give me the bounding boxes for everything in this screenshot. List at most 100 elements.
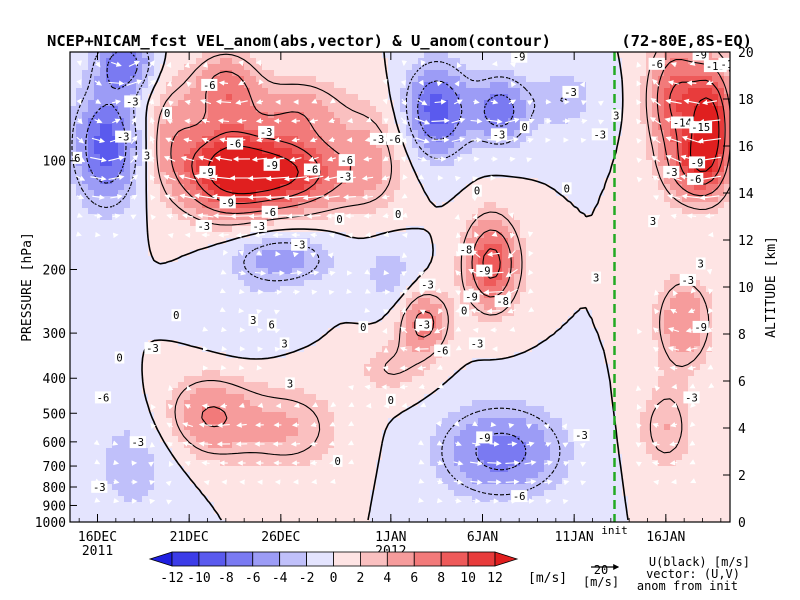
heat-cell [166, 244, 173, 251]
heat-cell [376, 274, 383, 281]
heat-cell [670, 190, 677, 197]
heat-cell [628, 52, 635, 59]
heat-cell [718, 124, 725, 131]
heat-cell [94, 106, 101, 113]
heat-cell [352, 268, 359, 275]
heat-cell [238, 262, 245, 269]
heat-cell [538, 178, 545, 185]
heat-cell [442, 238, 449, 245]
heat-cell [130, 304, 137, 311]
heat-cell [544, 262, 551, 269]
heat-cell [616, 202, 623, 209]
heat-cell [550, 118, 557, 125]
heat-cell [634, 262, 641, 269]
heat-cell [394, 286, 401, 293]
heat-cell [328, 322, 335, 329]
heat-cell [646, 262, 653, 269]
heat-cell [346, 82, 353, 89]
heat-cell [274, 316, 281, 323]
heat-cell [352, 52, 359, 59]
heat-cell [100, 310, 107, 317]
heat-cell [634, 256, 641, 263]
heat-cell [340, 70, 347, 77]
heat-cell [442, 148, 449, 155]
heat-cell [220, 214, 227, 221]
heat-cell [322, 82, 329, 89]
heat-cell [220, 124, 227, 131]
heat-cell [484, 202, 491, 209]
heat-cell [400, 148, 407, 155]
heat-cell [460, 292, 467, 299]
heat-cell [280, 70, 287, 77]
heat-cell [94, 250, 101, 257]
heat-cell [484, 304, 491, 311]
heat-cell [112, 322, 119, 329]
heat-cell [256, 184, 263, 191]
heat-cell [514, 100, 521, 107]
heat-cell [70, 262, 77, 269]
heat-cell [190, 310, 197, 317]
heat-cell [592, 184, 599, 191]
heat-cell [586, 286, 593, 293]
heat-cell [664, 88, 671, 95]
heat-cell [676, 196, 683, 203]
heat-cell [706, 238, 713, 245]
heat-cell [76, 88, 83, 95]
heat-cell [136, 256, 143, 263]
heat-cell [106, 76, 113, 83]
heat-cell [352, 196, 359, 203]
heat-cell [238, 292, 245, 299]
heat-cell [124, 172, 131, 179]
heat-cell [388, 82, 395, 89]
heat-cell [124, 304, 131, 311]
heat-cell [496, 208, 503, 215]
heat-cell [406, 118, 413, 125]
heat-cell [178, 178, 185, 185]
heat-cell [292, 130, 299, 137]
heat-cell [568, 154, 575, 161]
heat-cell [568, 286, 575, 293]
heat-cell [178, 316, 185, 323]
heat-cell [106, 88, 113, 95]
heat-cell [682, 208, 689, 215]
heat-cell [436, 124, 443, 131]
heat-cell [196, 106, 203, 113]
heat-cell [298, 58, 305, 65]
heat-cell [328, 274, 335, 281]
heat-cell [640, 184, 647, 191]
heat-cell [220, 64, 227, 71]
heat-cell [622, 304, 629, 311]
heat-cell [598, 232, 605, 239]
heat-cell [76, 178, 83, 185]
heat-cell [298, 292, 305, 299]
heat-cell [586, 154, 593, 161]
heat-cell [118, 76, 125, 83]
heat-cell [334, 64, 341, 71]
heat-cell [526, 172, 533, 179]
heat-cell [532, 82, 539, 89]
heat-cell [226, 208, 233, 215]
heat-cell [394, 238, 401, 245]
heat-cell [316, 322, 323, 329]
heat-cell [232, 238, 239, 245]
heat-cell [712, 292, 719, 299]
heat-cell [616, 232, 623, 239]
heat-cell [352, 238, 359, 245]
heat-cell [424, 262, 431, 269]
heat-cell [598, 76, 605, 83]
heat-cell [466, 178, 473, 185]
heat-cell [178, 166, 185, 173]
heat-cell [214, 136, 221, 143]
heat-cell [76, 274, 83, 281]
heat-cell [214, 106, 221, 113]
heat-cell [292, 256, 299, 263]
heat-cell [292, 166, 299, 173]
heat-cell [556, 298, 563, 305]
heat-cell [652, 292, 659, 299]
heat-cell [574, 244, 581, 251]
heat-cell [208, 148, 215, 155]
heat-cell [598, 220, 605, 227]
heat-cell [568, 304, 575, 311]
heat-cell [490, 160, 497, 167]
heat-cell [154, 184, 161, 191]
